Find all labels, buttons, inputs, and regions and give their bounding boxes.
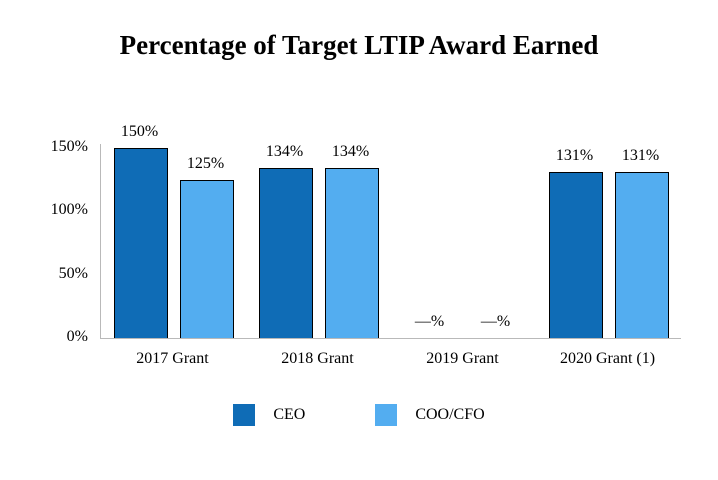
chart-title: Percentage of Target LTIP Award Earned	[119, 30, 599, 60]
bar-value-label: 125%	[186, 154, 225, 172]
bar-value-label: 131%	[621, 147, 660, 165]
legend: CEO COO/CFO	[0, 404, 718, 426]
bar-coo-cfo	[179, 179, 234, 338]
bar-ceo	[113, 148, 168, 338]
bar-value-label: 134%	[331, 143, 370, 161]
legend-item: CEO	[233, 404, 305, 426]
bar-value-label: —%	[414, 313, 445, 330]
y-axis-tick-label: 50%	[58, 264, 88, 282]
bar-value-label: 131%	[555, 147, 594, 165]
bar-value-label: 134%	[265, 143, 304, 161]
plot-area	[100, 144, 681, 339]
bar-coo-cfo	[324, 168, 379, 338]
bar-ceo	[258, 168, 313, 338]
legend-item: COO/CFO	[375, 404, 485, 426]
legend-swatch	[233, 404, 256, 426]
y-axis-tick-label: 150%	[50, 138, 88, 155]
bar-value-label: —%	[480, 313, 511, 330]
y-axis-tick-label: 0%	[66, 328, 88, 345]
legend-label: COO/CFO	[415, 406, 485, 423]
bar-coo-cfo	[614, 172, 669, 338]
bar-value-label: 150%	[120, 123, 159, 140]
x-axis-category-label: 2018 Grant	[281, 350, 354, 367]
legend-label: CEO	[273, 406, 306, 423]
x-axis-category-label: 2019 Grant	[426, 350, 499, 367]
legend-swatch	[375, 404, 398, 426]
bar-ceo	[548, 172, 603, 338]
x-axis-category-label: 2020 Grant (1)	[559, 350, 656, 367]
y-axis-tick-label: 100%	[50, 201, 88, 219]
x-axis-category-label: 2017 Grant	[136, 350, 209, 367]
